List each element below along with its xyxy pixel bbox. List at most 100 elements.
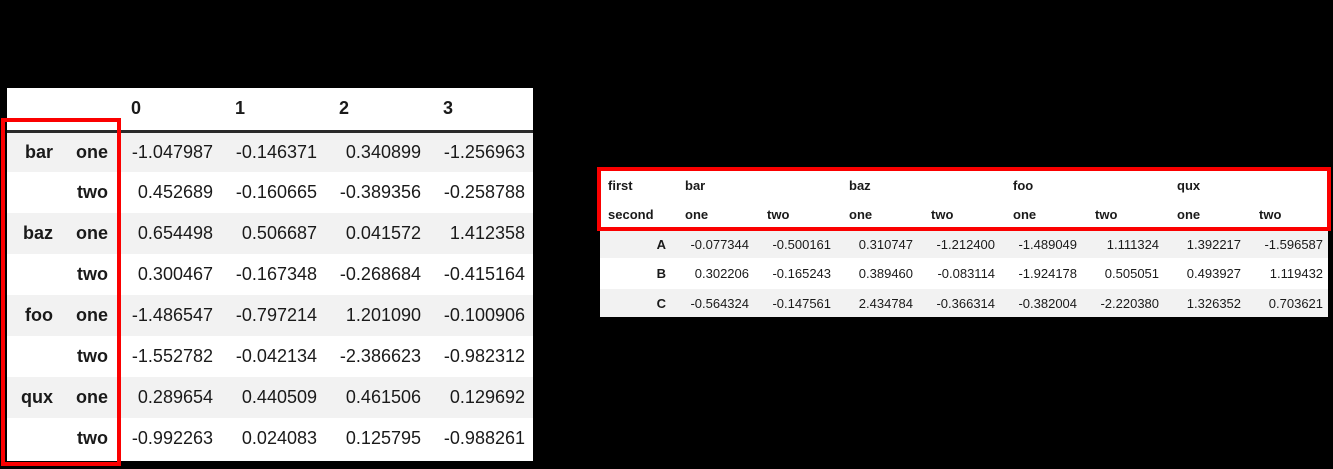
- column-group-header: qux: [1177, 177, 1201, 193]
- left-table-header-row: 0 1 2 3: [7, 88, 533, 133]
- sub-column-header: one: [1177, 207, 1201, 222]
- table-row: two -1.552782 -0.042134 -2.386623 -0.982…: [7, 336, 533, 377]
- value-cell: 0.703621: [1268, 295, 1324, 311]
- value-cell: -0.500161: [772, 237, 832, 252]
- value-cell: -2.220380: [1100, 295, 1160, 311]
- row-index-level1-cell: one: [75, 387, 108, 407]
- row-index-level1-cell: two: [77, 182, 108, 202]
- left-table-corner-cell: [7, 88, 117, 133]
- value-cell: 1.392217: [1186, 237, 1242, 252]
- table-row: C -0.564324 -0.147561 2.434784 -0.366314…: [600, 288, 1329, 317]
- value-cell: 1.412358: [449, 223, 525, 243]
- row-index-level0-cell: foo: [25, 305, 53, 325]
- value-cell: -0.389356: [339, 182, 421, 202]
- row-index-level1-cell: two: [77, 346, 108, 366]
- left-dataframe-card: 0 1 2 3 bar one -1.047987 -0.146371 0.34…: [7, 88, 533, 461]
- value-cell: 1.119432: [1269, 266, 1324, 281]
- row-label: B: [656, 266, 666, 281]
- value-cell: 0.289654: [137, 387, 213, 407]
- sub-column-header: two: [931, 207, 954, 222]
- value-cell: 0.440509: [241, 387, 317, 407]
- table-row: baz one 0.654498 0.506687 0.041572 1.412…: [7, 213, 533, 254]
- right-header-row-first: first bar baz foo qux: [600, 170, 1328, 200]
- value-cell: -0.100906: [443, 305, 525, 325]
- sub-column-header: two: [1095, 207, 1118, 222]
- sub-column-header: two: [1259, 207, 1282, 222]
- left-col-header: 1: [221, 88, 325, 133]
- row-index-level1-cell: one: [75, 223, 108, 243]
- right-dataframe-table: first bar baz foo qux second one two one…: [600, 170, 1329, 317]
- row-index-level0-cell: [7, 172, 62, 213]
- table-row: B 0.302206 -0.165243 0.389460 -0.083114 …: [600, 259, 1329, 288]
- value-cell: -0.147561: [772, 295, 832, 311]
- value-cell: 1.326352: [1186, 295, 1242, 311]
- value-cell: -1.212400: [936, 237, 996, 252]
- value-cell: -0.160665: [235, 182, 317, 202]
- left-col-header: 2: [325, 88, 429, 133]
- value-cell: -0.083114: [937, 266, 996, 281]
- value-cell: -0.077344: [690, 237, 749, 252]
- value-cell: -0.268684: [339, 264, 421, 284]
- right-header-row-second: second one two one two one two one two: [600, 200, 1328, 230]
- sub-column-header: two: [767, 207, 790, 222]
- row-index-level0-cell: [7, 336, 62, 377]
- value-cell: -1.489049: [1018, 237, 1078, 252]
- value-cell: -0.366314: [936, 295, 996, 311]
- value-cell: -0.982312: [443, 346, 525, 366]
- value-cell: -0.988261: [443, 428, 525, 448]
- value-cell: 0.493927: [1186, 266, 1242, 281]
- value-cell: -0.146371: [235, 141, 317, 162]
- table-row: A -0.077344 -0.500161 0.310747 -1.212400…: [600, 230, 1329, 259]
- value-cell: -1.924178: [1018, 266, 1078, 281]
- row-index-level0-cell: [7, 418, 62, 459]
- value-cell: -0.992263: [131, 428, 213, 448]
- table-row: two -0.992263 0.024083 0.125795 -0.98826…: [7, 418, 533, 459]
- table-row: two 0.452689 -0.160665 -0.389356 -0.2587…: [7, 172, 533, 213]
- value-cell: 0.024083: [241, 428, 317, 448]
- value-cell: -2.386623: [339, 346, 421, 366]
- row-index-level1-cell: two: [77, 428, 108, 448]
- value-cell: 0.506687: [241, 223, 317, 243]
- column-group-header: foo: [1013, 177, 1034, 193]
- row-index-level1-cell: two: [77, 264, 108, 284]
- value-cell: 0.302206: [694, 266, 749, 281]
- value-cell: 0.125795: [345, 428, 421, 448]
- value-cell: -1.552782: [131, 346, 213, 366]
- index-name-second: second: [608, 207, 654, 222]
- value-cell: -0.382004: [1018, 295, 1078, 311]
- left-col-header: 0: [117, 88, 221, 133]
- value-cell: -1.596587: [1264, 237, 1324, 252]
- sub-column-header: one: [685, 207, 709, 222]
- value-cell: 0.041572: [345, 223, 421, 243]
- value-cell: -1.486547: [131, 305, 213, 325]
- value-cell: -0.165243: [772, 266, 832, 281]
- column-group-header: bar: [685, 177, 706, 193]
- value-cell: 0.340899: [345, 141, 421, 162]
- value-cell: 0.461506: [345, 387, 421, 407]
- left-col-header: 3: [429, 88, 533, 133]
- row-label: A: [656, 237, 666, 252]
- left-dataframe-table: 0 1 2 3 bar one -1.047987 -0.146371 0.34…: [7, 88, 533, 459]
- value-cell: 1.111324: [1106, 237, 1160, 252]
- row-index-level0-cell: [7, 254, 62, 295]
- value-cell: -1.256963: [443, 141, 525, 162]
- row-index-level1-cell: one: [75, 305, 108, 325]
- row-label: C: [656, 295, 666, 311]
- row-index-level0-cell: qux: [20, 387, 53, 407]
- value-cell: -1.047987: [131, 141, 213, 162]
- row-index-level0-cell: baz: [22, 223, 53, 243]
- row-index-level0-cell: bar: [24, 141, 53, 162]
- value-cell: 0.389460: [858, 266, 914, 281]
- value-cell: 0.300467: [137, 264, 213, 284]
- table-row: bar one -1.047987 -0.146371 0.340899 -1.…: [7, 131, 533, 172]
- value-cell: -0.258788: [443, 182, 525, 202]
- table-row: foo one -1.486547 -0.797214 1.201090 -0.…: [7, 295, 533, 336]
- value-cell: 0.129692: [449, 387, 525, 407]
- value-cell: -0.797214: [235, 305, 317, 325]
- column-group-header: baz: [849, 177, 871, 193]
- sub-column-header: one: [849, 207, 873, 222]
- value-cell: -0.415164: [443, 264, 525, 284]
- value-cell: 0.310747: [858, 237, 914, 252]
- value-cell: 0.654498: [137, 223, 213, 243]
